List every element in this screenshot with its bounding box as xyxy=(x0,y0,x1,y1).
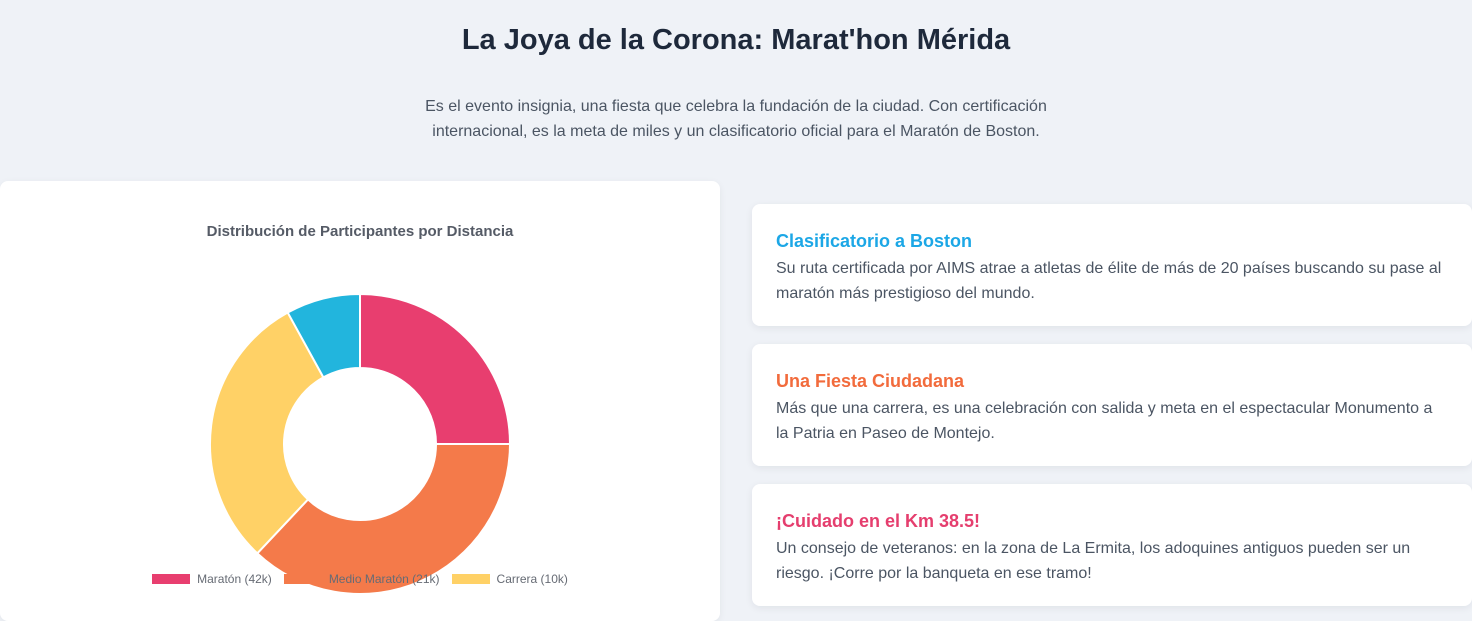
donut-slice-maraton-42k[interactable] xyxy=(359,292,512,445)
chart-legend: Maratón (42k) Medio Maratón (21k) Carrer… xyxy=(0,572,720,586)
info-card-text: Su ruta certificada por AIMS atrae a atl… xyxy=(776,260,1442,302)
info-card-title: ¡Cuidado en el Km 38.5! xyxy=(776,511,981,531)
chart-card: Distribución de Participantes por Distan… xyxy=(0,181,720,621)
legend-label-carrera-10k: Carrera (10k) xyxy=(496,572,568,586)
participants-donut-chart[interactable] xyxy=(0,181,720,605)
legend-label-maraton: Maratón (42k) xyxy=(197,572,272,586)
legend-swatch-maraton xyxy=(152,574,191,584)
legend-item-carrera-10k[interactable]: Carrera (10k) xyxy=(451,572,568,586)
info-card-text: Un consejo de veteranos: en la zona de L… xyxy=(776,540,1411,582)
legend-swatch-medio-maraton xyxy=(283,574,322,584)
info-card-title: Clasificatorio a Boston xyxy=(776,231,973,251)
donut-slice-medio-maraton-21k[interactable] xyxy=(255,443,512,595)
legend-item-maraton[interactable]: Maratón (42k) xyxy=(152,572,272,586)
info-card-fiesta: Una Fiesta Ciudadana Más que una carrera… xyxy=(752,344,1472,466)
donut-slice-carrera-5k[interactable] xyxy=(286,292,361,379)
donut-slice-carrera-10k[interactable] xyxy=(209,311,325,555)
info-card-boston: Clasificatorio a Boston Su ruta certific… xyxy=(752,204,1472,326)
legend-item-medio-maraton[interactable]: Medio Maratón (21k) xyxy=(283,572,440,586)
page-intro: Es el evento insignia, una fiesta que ce… xyxy=(425,98,1047,140)
legend-label-medio-maraton: Medio Maratón (21k) xyxy=(328,572,440,586)
chart-title: Distribución de Participantes por Distan… xyxy=(206,223,514,240)
info-card-text: Más que una carrera, es una celebración … xyxy=(776,400,1433,442)
info-card-title: Una Fiesta Ciudadana xyxy=(776,371,965,391)
info-card-km-38-5: ¡Cuidado en el Km 38.5! Un consejo de ve… xyxy=(752,484,1472,606)
page-title: La Joya de la Corona: Marat'hon Mérida xyxy=(461,24,1011,56)
legend-swatch-carrera-10k xyxy=(451,574,490,584)
